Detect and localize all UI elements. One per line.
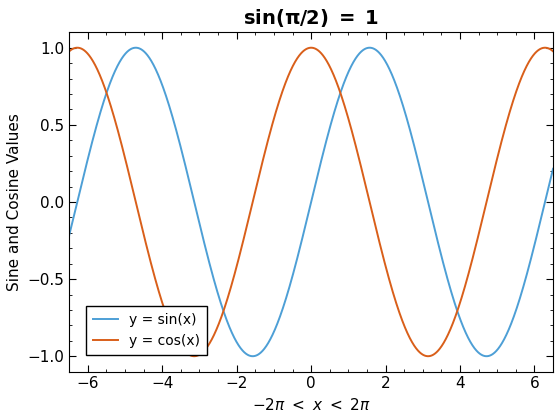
y = sin(x) xyxy=(288,276,295,281)
y = sin(x) xyxy=(366,45,373,50)
y = sin(x) xyxy=(91,133,97,138)
y = cos(x) xyxy=(191,354,198,359)
y = cos(x) xyxy=(536,47,543,52)
Line: y = cos(x): y = cos(x) xyxy=(69,48,553,356)
X-axis label: $-2\pi\ <\ x\ <\ 2\pi$: $-2\pi\ <\ x\ <\ 2\pi$ xyxy=(251,397,371,413)
y = sin(x) xyxy=(301,226,308,231)
y = sin(x) xyxy=(536,222,543,227)
Title: $\mathbf{sin(\pi/2)\ =\ 1}$: $\mathbf{sin(\pi/2)\ =\ 1}$ xyxy=(243,7,379,29)
y = sin(x) xyxy=(536,223,543,228)
y = cos(x) xyxy=(302,47,309,52)
y = cos(x) xyxy=(74,45,81,50)
y = sin(x) xyxy=(249,354,256,359)
Line: y = sin(x): y = sin(x) xyxy=(69,48,553,356)
y = cos(x) xyxy=(91,61,97,66)
y = cos(x) xyxy=(550,49,557,54)
y = sin(x) xyxy=(550,166,557,171)
y = cos(x) xyxy=(447,326,454,331)
y = cos(x) xyxy=(289,65,296,70)
y = cos(x) xyxy=(536,47,543,52)
y = sin(x) xyxy=(447,288,454,293)
Y-axis label: Sine and Cosine Values: Sine and Cosine Values xyxy=(7,113,22,291)
y = sin(x) xyxy=(66,233,73,238)
y = cos(x) xyxy=(66,49,73,54)
Legend: y = sin(x), y = cos(x): y = sin(x), y = cos(x) xyxy=(86,306,207,354)
